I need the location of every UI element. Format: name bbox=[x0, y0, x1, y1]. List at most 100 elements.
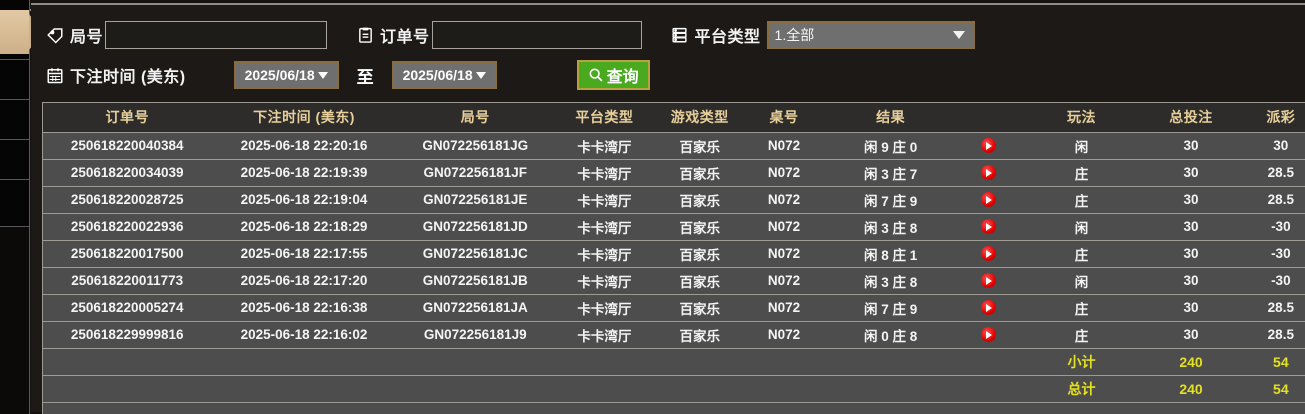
cell-platform: 卡卡湾厅 bbox=[553, 159, 655, 187]
cell-total-bet: 30 bbox=[1143, 240, 1239, 268]
cell-replay[interactable] bbox=[958, 186, 1020, 214]
cell-play-type: 庄 bbox=[1019, 159, 1144, 187]
cell-summary-blank bbox=[744, 348, 824, 376]
play-icon[interactable] bbox=[981, 219, 997, 235]
chevron-down-icon bbox=[317, 71, 328, 79]
cell-play-type: 闲 bbox=[1019, 267, 1144, 295]
cell-game-type: 百家乐 bbox=[654, 267, 745, 295]
play-icon[interactable] bbox=[981, 192, 997, 208]
cell-bet-time: 2025-06-18 22:17:55 bbox=[211, 240, 397, 268]
cell-summary-blank bbox=[654, 348, 745, 376]
round-no-input[interactable] bbox=[105, 21, 328, 49]
play-icon[interactable] bbox=[981, 273, 997, 289]
table-summary-row: 总计24054234 bbox=[43, 375, 1305, 403]
table-empty-row bbox=[43, 402, 1305, 414]
calendar-icon bbox=[45, 65, 65, 85]
table-row[interactable]: 250618220017500 2025-06-18 22:17:55 GN0722… bbox=[43, 240, 1305, 268]
table-row[interactable]: 250618220034039 2025-06-18 22:19:39 GN0722… bbox=[43, 159, 1305, 187]
cell-order-no: 250618220017500 bbox=[43, 240, 212, 268]
table-row[interactable]: 250618220022936 2025-06-18 22:18:29 GN0722… bbox=[43, 213, 1305, 241]
cell-bet-time: 2025-06-18 22:16:02 bbox=[211, 321, 397, 349]
table-row[interactable]: 250618229999816 2025-06-18 22:16:02 GN0722… bbox=[43, 321, 1305, 349]
table-row[interactable]: 250618220040384 2025-06-18 22:20:16 GN0722… bbox=[43, 132, 1305, 160]
cell-payout: -30 bbox=[1238, 240, 1305, 268]
table-row[interactable]: 250618220011773 2025-06-18 22:17:20 GN0722… bbox=[43, 267, 1305, 295]
sidebar-expand-handle[interactable] bbox=[0, 10, 43, 54]
list-icon bbox=[670, 25, 690, 45]
cell-order-no: 250618220022936 bbox=[43, 213, 212, 241]
order-no-label: 订单号 bbox=[380, 29, 430, 46]
cell-round-no: GN072256181JE bbox=[396, 186, 554, 214]
cell-replay[interactable] bbox=[958, 159, 1020, 187]
cell-summary-total-bet: 240 bbox=[1143, 375, 1239, 403]
cell-result: 闲 7 庄 9 bbox=[823, 186, 959, 214]
order-no-input[interactable] bbox=[431, 21, 642, 49]
cell-result: 闲 9 庄 0 bbox=[823, 132, 959, 160]
bet-records-table-container[interactable]: 订单号 下注时间 (美东) 局号 平台类型 游戏类型 桌号 结果 玩法 总投注 … bbox=[42, 102, 1305, 414]
column-header-platform[interactable]: 平台类型 bbox=[553, 103, 655, 133]
play-icon[interactable] bbox=[981, 138, 997, 154]
column-header-total-bet[interactable]: 总投注 bbox=[1143, 103, 1239, 133]
bet-time-from-datepicker[interactable]: 2025/06/18 bbox=[233, 61, 339, 89]
cell-order-no: 250618220005274 bbox=[43, 294, 212, 322]
cell-summary-label: 总计 bbox=[1019, 375, 1144, 403]
platform-type-select[interactable]: 1.全部 bbox=[766, 21, 975, 49]
cell-table-no: N072 bbox=[744, 240, 824, 268]
round-no-label: 局号 bbox=[70, 29, 104, 46]
column-header-table-no[interactable]: 桌号 bbox=[744, 103, 824, 133]
play-icon[interactable] bbox=[981, 165, 997, 181]
play-icon[interactable] bbox=[981, 327, 997, 343]
cell-play-type: 庄 bbox=[1019, 240, 1144, 268]
cell-result: 闲 3 庄 7 bbox=[823, 159, 959, 187]
cell-replay[interactable] bbox=[958, 294, 1020, 322]
cell-replay[interactable] bbox=[958, 240, 1020, 268]
column-header-round-no[interactable]: 局号 bbox=[396, 103, 554, 133]
column-header-play-type[interactable]: 玩法 bbox=[1019, 103, 1144, 133]
cell-summary-payout: 54 bbox=[1238, 375, 1305, 403]
cell-bet-time: 2025-06-18 22:17:20 bbox=[211, 267, 397, 295]
cell-game-type: 百家乐 bbox=[654, 321, 745, 349]
table-body: 250618220040384 2025-06-18 22:20:16 GN0722… bbox=[43, 132, 1305, 414]
cell-replay[interactable] bbox=[958, 132, 1020, 160]
cell-summary-blank bbox=[958, 348, 1020, 376]
column-header-order-no[interactable]: 订单号 bbox=[43, 103, 212, 133]
cell-play-type: 闲 bbox=[1019, 213, 1144, 241]
platform-type-value: 1.全部 bbox=[774, 27, 815, 43]
cell-play-type: 闲 bbox=[1019, 132, 1144, 160]
table-header-row: 订单号 下注时间 (美东) 局号 平台类型 游戏类型 桌号 结果 玩法 总投注 … bbox=[43, 103, 1305, 133]
cell-result: 闲 3 庄 8 bbox=[823, 213, 959, 241]
cell-bet-time: 2025-06-18 22:16:38 bbox=[211, 294, 397, 322]
cell-replay[interactable] bbox=[958, 267, 1020, 295]
cell-result: 闲 0 庄 8 bbox=[823, 321, 959, 349]
cell-payout: 28.5 bbox=[1238, 294, 1305, 322]
cell-order-no: 250618220011773 bbox=[43, 267, 212, 295]
table-row[interactable]: 250618220005274 2025-06-18 22:16:38 GN0722… bbox=[43, 294, 1305, 322]
table-row[interactable]: 250618220028725 2025-06-18 22:19:04 GN0722… bbox=[43, 186, 1305, 214]
cell-total-bet: 30 bbox=[1143, 213, 1239, 241]
cell-game-type: 百家乐 bbox=[654, 186, 745, 214]
bet-time-to-datepicker[interactable]: 2025/06/18 bbox=[391, 61, 497, 89]
cell-game-type: 百家乐 bbox=[654, 213, 745, 241]
cell-empty bbox=[396, 402, 554, 414]
cell-summary-blank bbox=[553, 375, 655, 403]
column-header-game-type[interactable]: 游戏类型 bbox=[654, 103, 745, 133]
cell-round-no: GN072256181JF bbox=[396, 159, 554, 187]
cell-game-type: 百家乐 bbox=[654, 159, 745, 187]
cell-empty bbox=[654, 402, 745, 414]
play-icon[interactable] bbox=[981, 300, 997, 316]
cell-table-no: N072 bbox=[744, 132, 824, 160]
cell-replay[interactable] bbox=[958, 213, 1020, 241]
cell-replay[interactable] bbox=[958, 321, 1020, 349]
cell-play-type: 庄 bbox=[1019, 321, 1144, 349]
play-icon[interactable] bbox=[981, 246, 997, 262]
column-header-result[interactable]: 结果 bbox=[823, 103, 959, 133]
column-header-bet-time[interactable]: 下注时间 (美东) bbox=[211, 103, 397, 133]
filter-bar: 局号 订单号 bbox=[31, 5, 1305, 100]
query-button[interactable]: 查询 bbox=[576, 60, 650, 90]
cell-order-no: 250618220028725 bbox=[43, 186, 212, 214]
cell-total-bet: 30 bbox=[1143, 132, 1239, 160]
cell-total-bet: 30 bbox=[1143, 321, 1239, 349]
order-no-filter: 订单号 bbox=[355, 21, 642, 49]
column-header-payout[interactable]: 派彩 bbox=[1238, 103, 1305, 133]
cell-order-no: 250618220040384 bbox=[43, 132, 212, 160]
